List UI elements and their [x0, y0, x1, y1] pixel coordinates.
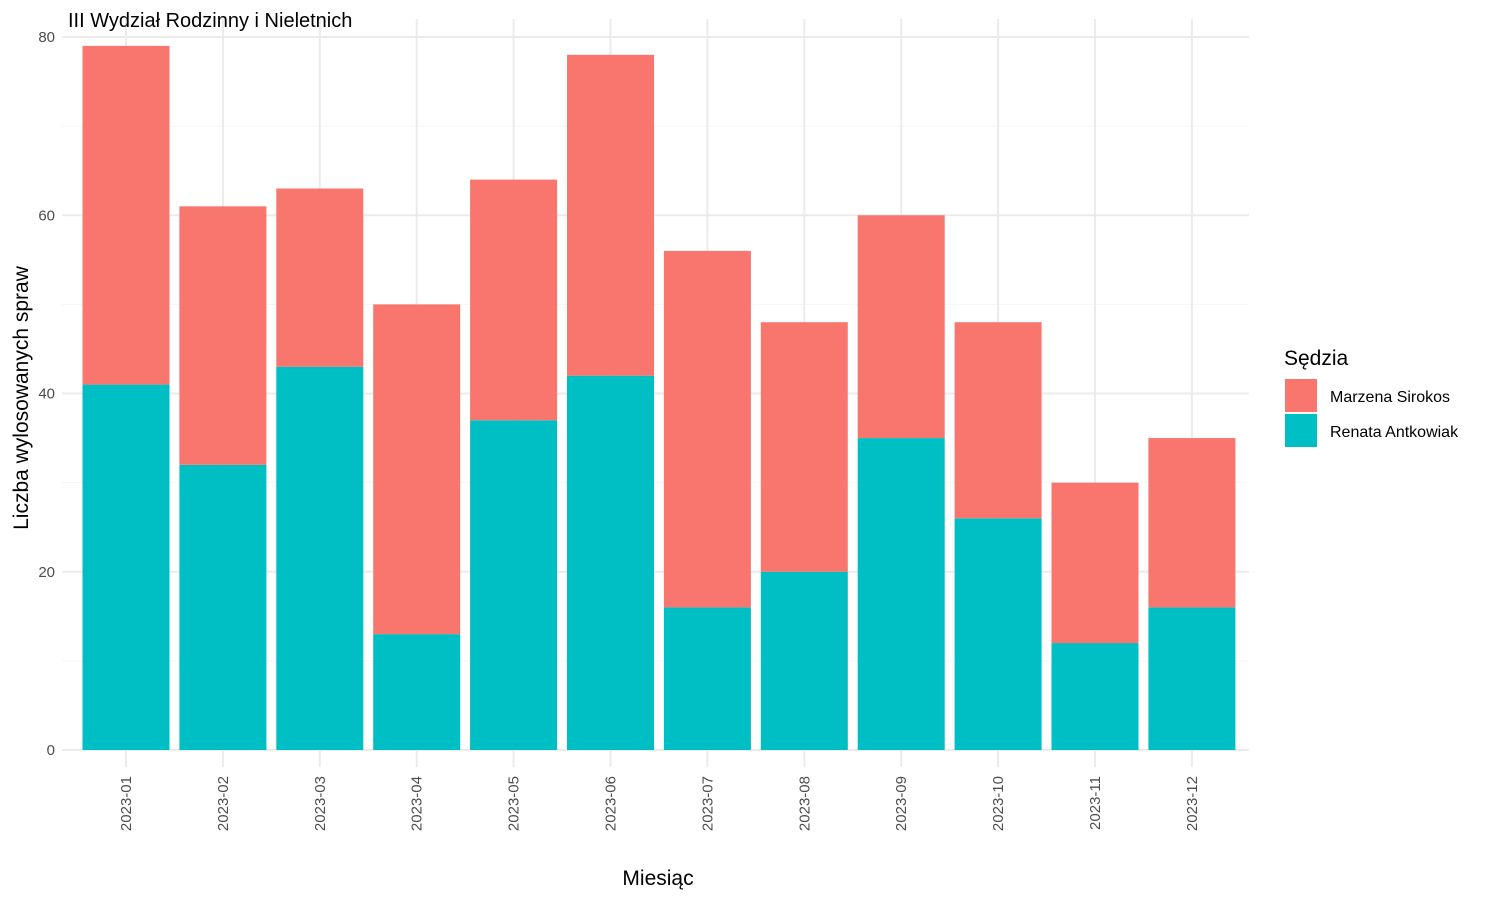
y-tick-label: 40 [38, 386, 55, 403]
x-tick-label: 2023-05 [506, 776, 523, 831]
bar-marzena-sirokos-2023-03 [276, 188, 364, 367]
bar-renata-antkowiak-2023-10 [954, 518, 1042, 750]
bar-renata-antkowiak-2023-12 [1148, 607, 1236, 750]
x-tick-label: 2023-11 [1087, 776, 1104, 830]
bar-renata-antkowiak-2023-01 [82, 384, 170, 750]
x-tick-label: 2023-06 [603, 776, 620, 831]
legend-label: Renata Antkowiak [1330, 424, 1459, 441]
x-tick-label: 2023-04 [409, 776, 426, 831]
bar-renata-antkowiak-2023-06 [567, 375, 654, 750]
x-tick-label: 2023-10 [990, 776, 1007, 831]
bar-renata-antkowiak-2023-02 [179, 464, 267, 750]
x-tick-label: 2023-12 [1184, 776, 1201, 831]
legend-swatch [1285, 379, 1317, 412]
bar-marzena-sirokos-2023-06 [567, 54, 654, 376]
bar-renata-antkowiak-2023-03 [276, 366, 364, 750]
bar-renata-antkowiak-2023-09 [857, 438, 945, 750]
x-tick-label: 2023-09 [893, 776, 910, 831]
bar-marzena-sirokos-2023-12 [1148, 438, 1236, 608]
legend-swatch [1285, 414, 1317, 447]
bar-renata-antkowiak-2023-08 [760, 571, 848, 750]
x-tick-label: 2023-01 [118, 776, 135, 831]
bar-renata-antkowiak-2023-11 [1051, 643, 1139, 750]
bar-marzena-sirokos-2023-01 [82, 45, 170, 385]
bar-marzena-sirokos-2023-02 [179, 206, 267, 465]
x-tick-label: 2023-03 [312, 776, 329, 831]
x-axis-title: Miesiąc [622, 867, 693, 890]
legend-title: Sędzia [1284, 347, 1349, 370]
x-tick-label: 2023-07 [699, 776, 716, 831]
legend-label: Marzena Sirokos [1330, 389, 1450, 406]
legend: Sędzia Marzena Sirokos Renata Antkowiak [1284, 347, 1459, 447]
bar-marzena-sirokos-2023-05 [470, 179, 558, 421]
chart-title: III Wydział Rodzinny i Nieletnich [68, 10, 352, 32]
y-tick-label: 20 [38, 564, 55, 581]
bar-marzena-sirokos-2023-04 [373, 304, 461, 635]
bar-renata-antkowiak-2023-04 [373, 634, 461, 750]
bar-marzena-sirokos-2023-11 [1051, 482, 1139, 644]
y-tick-label: 0 [47, 742, 55, 759]
x-axis-ticks: 2023-01 2023-02 2023-03 2023-04 2023-05 2023-… [118, 776, 1201, 831]
legend-items: Marzena Sirokos Renata Antkowiak [1285, 379, 1459, 447]
y-tick-label: 60 [38, 207, 55, 224]
bars [82, 45, 1236, 750]
y-axis-title: Liczba wylosowanych spraw [10, 265, 33, 530]
bar-renata-antkowiak-2023-07 [663, 607, 751, 750]
bar-marzena-sirokos-2023-09 [857, 215, 945, 439]
y-axis-ticks: 0 20 40 60 80 [38, 29, 55, 759]
bar-marzena-sirokos-2023-08 [760, 322, 848, 572]
y-tick-label: 80 [38, 29, 55, 46]
bar-renata-antkowiak-2023-05 [470, 420, 558, 750]
bar-marzena-sirokos-2023-07 [663, 250, 751, 608]
bar-marzena-sirokos-2023-10 [954, 322, 1042, 519]
x-tick-label: 2023-08 [796, 776, 813, 831]
x-tick-label: 2023-02 [215, 776, 232, 831]
